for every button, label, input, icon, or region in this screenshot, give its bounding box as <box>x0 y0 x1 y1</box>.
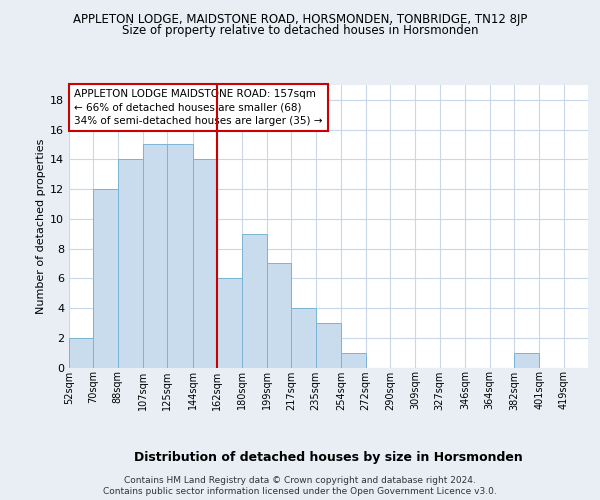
Bar <box>118 160 143 368</box>
Text: Contains HM Land Registry data © Crown copyright and database right 2024.: Contains HM Land Registry data © Crown c… <box>124 476 476 485</box>
Bar <box>316 323 341 368</box>
Bar <box>217 278 242 368</box>
X-axis label: Distribution of detached houses by size in Horsmonden: Distribution of detached houses by size … <box>134 452 523 464</box>
Bar <box>193 160 217 368</box>
Bar <box>242 234 267 368</box>
Bar <box>93 189 118 368</box>
Text: APPLETON LODGE MAIDSTONE ROAD: 157sqm
← 66% of detached houses are smaller (68)
: APPLETON LODGE MAIDSTONE ROAD: 157sqm ← … <box>74 89 323 126</box>
Bar <box>267 264 292 368</box>
Bar <box>143 144 167 368</box>
Bar <box>292 308 316 368</box>
Y-axis label: Number of detached properties: Number of detached properties <box>36 138 46 314</box>
Text: Contains public sector information licensed under the Open Government Licence v3: Contains public sector information licen… <box>103 488 497 496</box>
Text: APPLETON LODGE, MAIDSTONE ROAD, HORSMONDEN, TONBRIDGE, TN12 8JP: APPLETON LODGE, MAIDSTONE ROAD, HORSMOND… <box>73 12 527 26</box>
Bar <box>514 352 539 368</box>
Bar <box>69 338 93 368</box>
Text: Size of property relative to detached houses in Horsmonden: Size of property relative to detached ho… <box>122 24 478 37</box>
Bar <box>167 144 193 368</box>
Bar <box>341 352 365 368</box>
